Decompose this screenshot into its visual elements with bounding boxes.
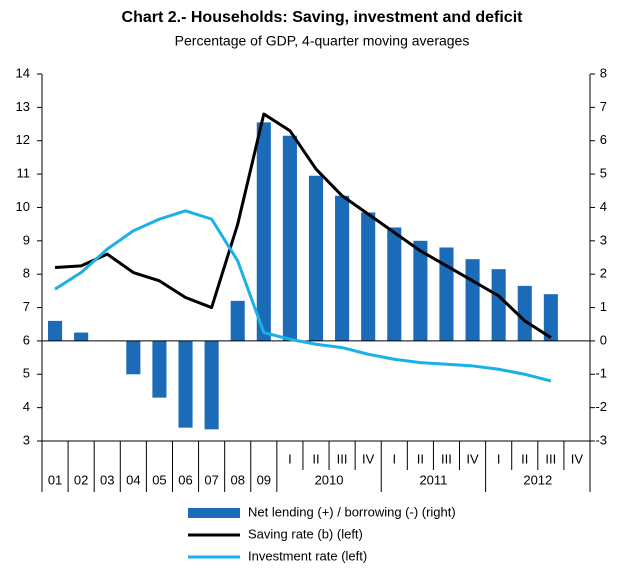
x-group-label: 2010	[315, 472, 344, 487]
legend-label: Net lending (+) / borrowing (-) (right)	[248, 504, 456, 519]
bar	[387, 227, 402, 341]
y-tick-label: 10	[16, 199, 30, 214]
bar	[152, 340, 167, 398]
x-tick-label: 09	[257, 472, 271, 487]
legend-label: Saving rate (b) (left)	[248, 526, 363, 541]
bar	[74, 332, 89, 341]
x-tick-label: IV	[466, 451, 479, 466]
x-group-label: 2012	[523, 472, 552, 487]
y-tick-label: 3	[23, 432, 30, 447]
bar	[517, 285, 532, 341]
x-tick-label: 05	[152, 472, 166, 487]
y2-tick-label: 0	[600, 332, 607, 347]
bar	[308, 175, 324, 341]
x-tick-label: 07	[204, 472, 218, 487]
y2-tick-label: -3	[595, 432, 607, 447]
bar	[178, 340, 193, 428]
y-tick-label: 13	[16, 99, 30, 114]
y2-tick-label: 5	[600, 166, 607, 181]
bar	[230, 300, 245, 341]
y2-tick-label: 8	[600, 65, 607, 80]
bar	[126, 340, 141, 375]
x-tick-label: 04	[126, 472, 140, 487]
y2-tick-label: -2	[595, 399, 607, 414]
x-tick-label: III	[337, 451, 348, 466]
y-tick-label: 5	[23, 366, 30, 381]
chart-subtitle: Percentage of GDP, 4-quarter moving aver…	[175, 33, 470, 49]
x-tick-label: 06	[178, 472, 192, 487]
y2-tick-label: 4	[600, 199, 607, 214]
y-tick-label: 8	[23, 266, 30, 281]
bar	[413, 240, 428, 341]
x-tick-label: IV	[571, 451, 584, 466]
bar	[543, 294, 558, 341]
bar	[204, 340, 219, 430]
x-tick-label: I	[497, 451, 501, 466]
x-tick-label: II	[521, 451, 528, 466]
bar	[439, 247, 454, 341]
bar	[256, 122, 271, 341]
line	[54, 112, 552, 339]
y2-tick-label: 7	[600, 99, 607, 114]
bar	[491, 269, 506, 341]
bar	[48, 320, 63, 341]
x-tick-label: III	[545, 451, 556, 466]
x-tick-label: I	[392, 451, 396, 466]
x-tick-label: II	[417, 451, 424, 466]
bar	[361, 212, 376, 341]
line	[54, 209, 552, 383]
y-tick-label: 6	[23, 332, 30, 347]
chart-title: Chart 2.- Households: Saving, investment…	[122, 9, 524, 26]
x-tick-label: 08	[230, 472, 244, 487]
x-tick-label: 01	[48, 472, 62, 487]
y2-tick-label: 3	[600, 232, 607, 247]
x-tick-label: II	[312, 451, 319, 466]
y2-tick-label: 1	[600, 299, 607, 314]
x-tick-label: III	[441, 451, 452, 466]
y2-tick-label: 6	[600, 132, 607, 147]
y-tick-label: 11	[17, 166, 31, 181]
legend-label: Investment rate (left)	[248, 548, 367, 563]
y2-tick-label: -1	[595, 366, 607, 381]
y2-tick-label: 2	[600, 266, 607, 281]
y-tick-label: 14	[16, 65, 30, 80]
y-tick-label: 12	[16, 132, 30, 147]
bar	[335, 195, 350, 341]
x-tick-label: I	[288, 451, 292, 466]
bar	[465, 259, 480, 341]
x-group-label: 2011	[419, 472, 447, 487]
x-tick-label: 03	[100, 472, 114, 487]
x-tick-label: 02	[74, 472, 88, 487]
legend-swatch	[188, 508, 240, 518]
x-tick-label: IV	[362, 451, 375, 466]
y-tick-label: 4	[23, 399, 30, 414]
y-tick-label: 9	[23, 232, 30, 247]
y-tick-label: 7	[23, 299, 30, 314]
bar	[282, 135, 297, 341]
